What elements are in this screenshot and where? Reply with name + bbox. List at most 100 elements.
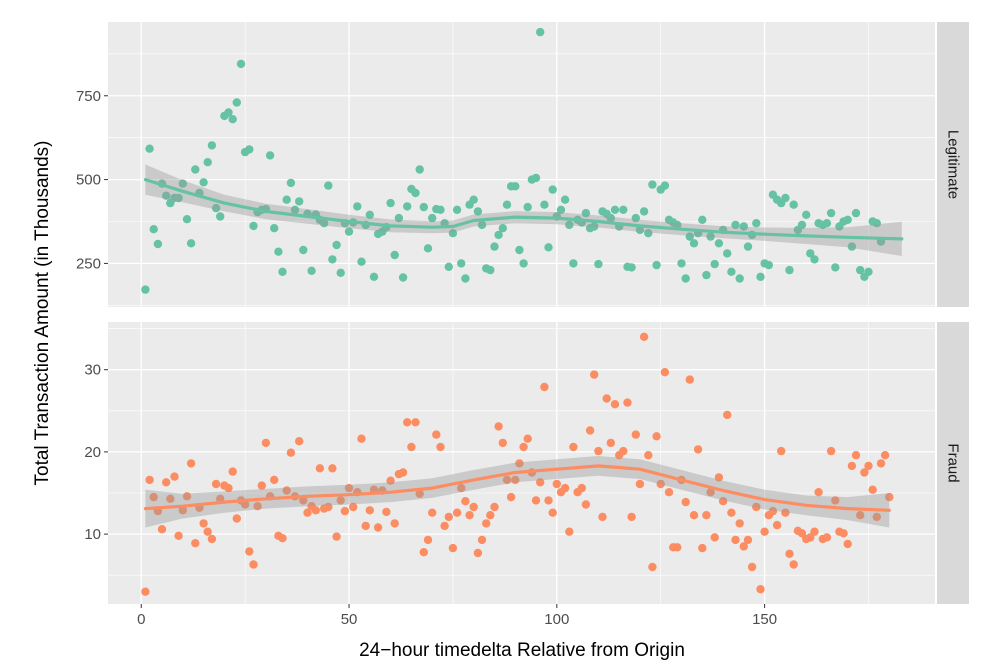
data-point	[398, 468, 408, 477]
data-point	[739, 222, 748, 231]
data-point	[619, 446, 628, 456]
data-point	[361, 521, 370, 531]
confidence-band	[145, 456, 890, 528]
data-point	[685, 375, 694, 384]
data-point	[216, 212, 225, 221]
trend-line	[143, 464, 891, 512]
data-point	[822, 533, 832, 542]
data-point	[735, 274, 744, 283]
data-point	[706, 488, 715, 497]
data-point	[162, 478, 171, 487]
y-tick-label: 750	[76, 88, 101, 105]
data-point	[723, 410, 732, 420]
data-point	[390, 250, 399, 260]
data-point	[885, 492, 894, 502]
data-point	[457, 259, 466, 268]
data-point	[340, 506, 350, 516]
data-point	[199, 178, 208, 187]
data-point	[652, 260, 661, 270]
data-point	[498, 438, 507, 448]
data-point	[336, 496, 345, 505]
data-point	[240, 500, 250, 509]
data-point	[623, 398, 632, 407]
y-tick-label: 500	[76, 172, 101, 189]
data-point	[639, 207, 649, 216]
data-point	[465, 511, 474, 520]
data-point	[851, 451, 861, 460]
data-point	[182, 215, 192, 224]
data-point	[560, 483, 570, 493]
data-point	[735, 519, 744, 528]
data-point	[760, 527, 769, 536]
data-point	[540, 200, 549, 209]
data-point	[186, 239, 196, 248]
facet-strip-label: Legitimate	[945, 130, 962, 199]
data-point	[423, 535, 433, 545]
data-point	[644, 451, 653, 460]
data-point	[373, 523, 383, 532]
data-point	[452, 205, 462, 214]
data-point	[531, 496, 541, 505]
data-point	[536, 27, 545, 37]
data-point	[203, 527, 212, 536]
data-point	[295, 197, 304, 206]
data-point	[182, 492, 192, 501]
data-point	[224, 108, 233, 117]
data-point	[394, 213, 404, 223]
data-point	[295, 437, 304, 446]
data-point	[739, 542, 748, 551]
data-point	[324, 181, 333, 190]
data-point	[569, 259, 578, 268]
data-point	[232, 98, 241, 107]
data-point	[548, 508, 557, 517]
data-point	[382, 507, 391, 517]
data-point	[473, 548, 483, 558]
data-point	[228, 467, 237, 476]
data-point	[743, 242, 753, 251]
data-point	[814, 488, 823, 497]
data-point	[598, 512, 607, 522]
data-point	[469, 195, 478, 204]
trend-line	[143, 178, 904, 241]
data-point	[186, 459, 196, 468]
data-point	[544, 243, 553, 252]
data-point	[290, 205, 300, 214]
panel-fraud: 10 20 30 Fraud	[84, 322, 969, 604]
data-point	[349, 502, 358, 512]
data-point	[145, 144, 154, 153]
data-point	[843, 539, 852, 549]
data-point	[515, 459, 524, 468]
y-axis-title: Total Transaction Amount (in Thousands)	[32, 140, 53, 485]
data-point	[448, 229, 458, 238]
data-point	[328, 464, 337, 473]
data-point	[315, 464, 325, 473]
data-point	[860, 468, 869, 477]
data-point	[843, 215, 852, 224]
data-point	[199, 519, 208, 528]
data-point	[560, 195, 570, 204]
data-point	[673, 220, 682, 230]
data-point	[652, 432, 661, 441]
data-point	[635, 225, 645, 235]
data-point	[681, 497, 690, 507]
data-point	[565, 527, 574, 536]
data-point	[178, 179, 187, 188]
data-point	[461, 497, 470, 506]
data-point	[403, 418, 412, 427]
data-point	[448, 543, 458, 553]
x-tick-label: 50	[341, 611, 358, 628]
data-point	[727, 508, 736, 517]
data-point	[502, 200, 512, 209]
data-point	[249, 221, 258, 231]
data-point	[648, 180, 657, 189]
data-point	[278, 267, 287, 276]
data-point	[191, 539, 200, 548]
data-point	[727, 267, 736, 276]
data-point	[270, 475, 279, 485]
data-point	[436, 205, 445, 214]
data-point	[548, 185, 557, 194]
data-point	[174, 193, 183, 203]
data-point	[581, 500, 591, 509]
data-point	[282, 195, 291, 204]
data-point	[166, 494, 175, 503]
